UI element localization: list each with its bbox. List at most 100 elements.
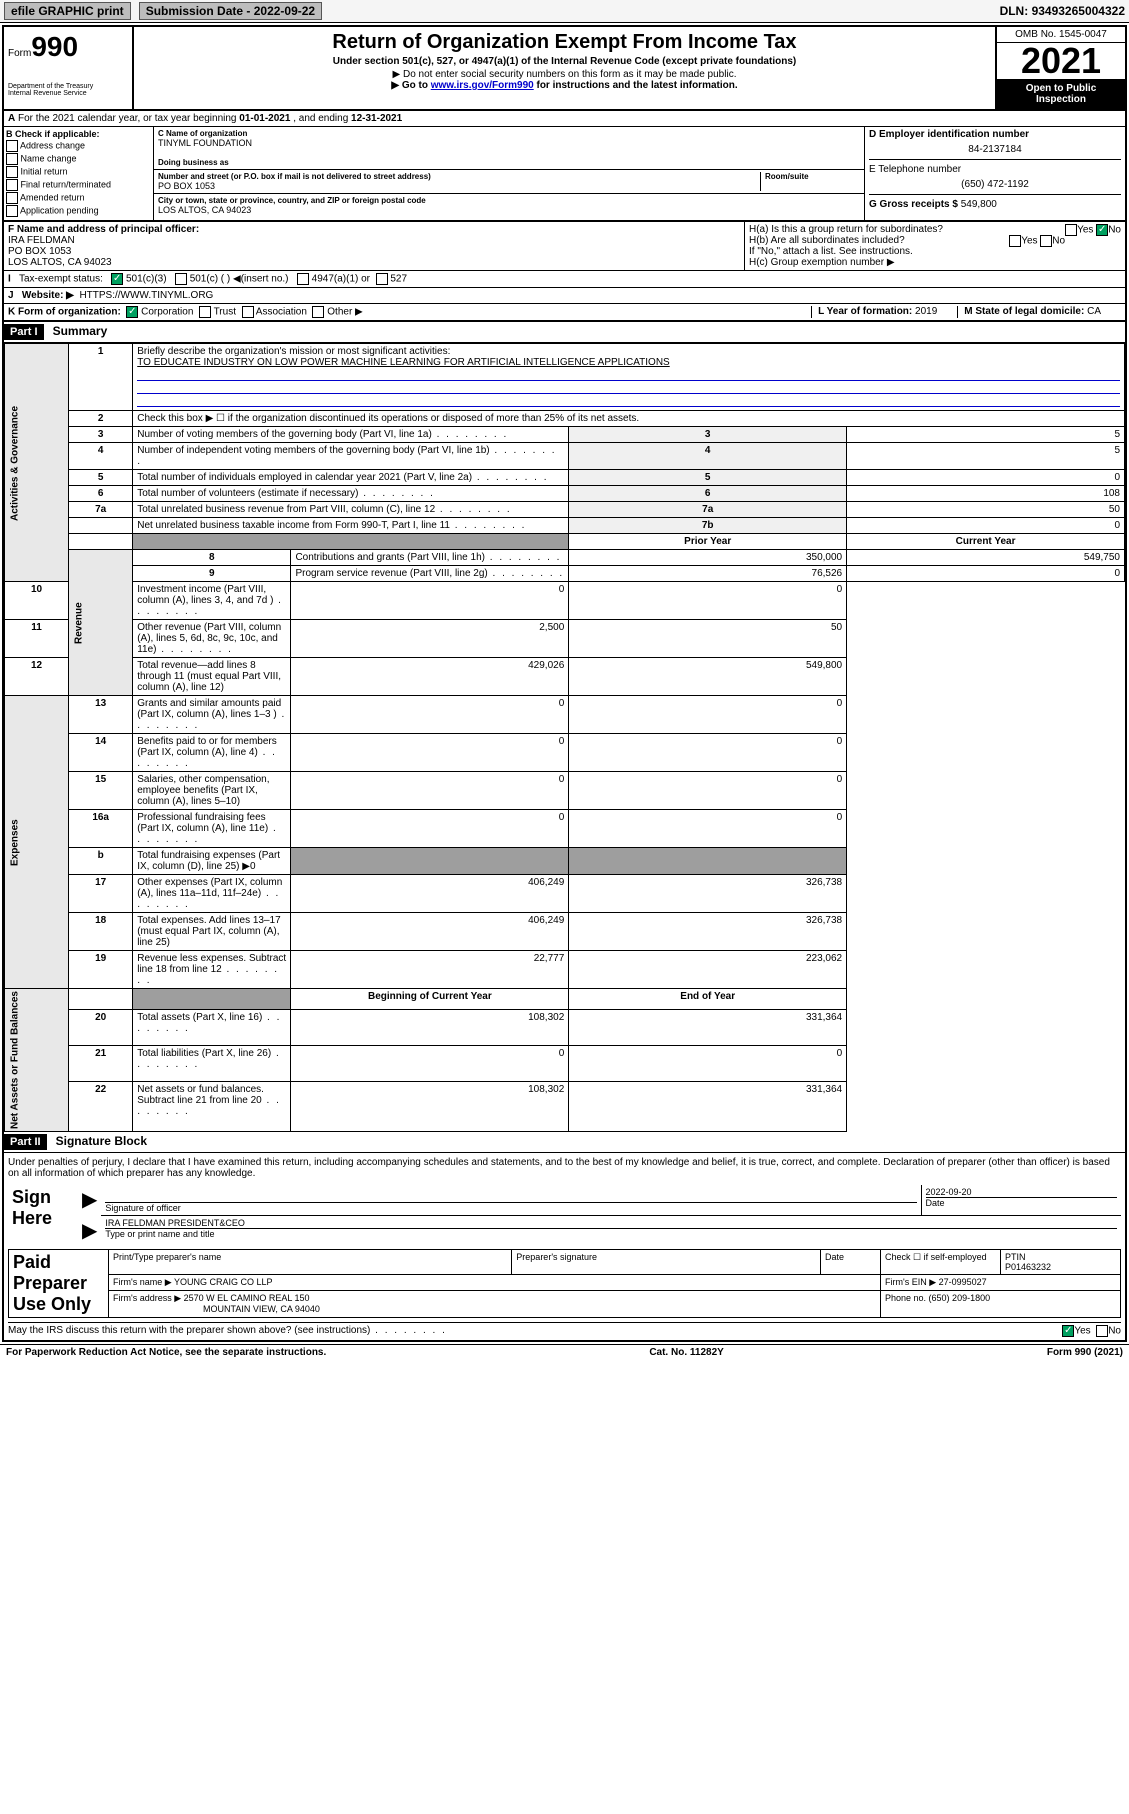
line-num: 11 (5, 620, 69, 658)
py-val: 350,000 (569, 550, 847, 566)
py-val: 76,526 (569, 566, 847, 582)
row-k: K Form of organization: Corporation Trus… (4, 304, 1125, 322)
py-val: 22,777 (291, 951, 569, 989)
box-num: 5 (569, 470, 847, 486)
cy-val: 326,738 (569, 913, 847, 951)
ein-label: D Employer identification number (869, 129, 1029, 140)
cy-header: Current Year (847, 534, 1125, 550)
phone-value: (650) 472-1192 (869, 179, 1121, 190)
line-desc: Total liabilities (Part X, line 26) (133, 1045, 291, 1081)
header-center: Return of Organization Exempt From Incom… (134, 27, 995, 109)
cy-val: 331,364 (569, 1081, 847, 1131)
chk-app-pending[interactable]: Application pending (6, 205, 151, 217)
org-city: LOS ALTOS, CA 94023 (158, 205, 860, 215)
firm-name: YOUNG CRAIG CO LLP (174, 1277, 273, 1287)
mission-text: TO EDUCATE INDUSTRY ON LOW POWER MACHINE… (137, 357, 670, 368)
chk-final-return[interactable]: Final return/terminated (6, 179, 151, 191)
line-desc: Revenue less expenses. Subtract line 18 … (133, 951, 291, 989)
goto-prefix: ▶ Go to (391, 80, 430, 91)
col-d: D Employer identification number 84-2137… (865, 127, 1125, 220)
cy-val: 0 (569, 1045, 847, 1081)
chk-address-change[interactable]: Address change (6, 140, 151, 152)
line-desc: Contributions and grants (Part VIII, lin… (291, 550, 569, 566)
firm-addr2: MOUNTAIN VIEW, CA 94040 (203, 1304, 320, 1314)
goto-link[interactable]: www.irs.gov/Form990 (431, 80, 534, 91)
chk-assoc[interactable] (242, 306, 254, 318)
arrow-icon: ▶ (78, 1216, 101, 1245)
chk-501c3[interactable] (111, 273, 123, 285)
line-num: 22 (69, 1081, 133, 1131)
chk-501c[interactable] (175, 273, 187, 285)
submission-button[interactable]: Submission Date - 2022-09-22 (139, 2, 322, 20)
py-val: 108,302 (291, 1081, 569, 1131)
chk-label: Final return/terminated (21, 179, 112, 189)
cy-val: 223,062 (569, 951, 847, 989)
line-num: 12 (5, 658, 69, 696)
penalty-text: Under penalties of perjury, I declare th… (8, 1157, 1121, 1179)
opt-corp: Corporation (141, 307, 193, 318)
row-a-text: For the 2021 calendar year, or tax year … (18, 113, 239, 124)
cy-val: 0 (569, 734, 847, 772)
opt-assoc: Association (256, 307, 307, 318)
line-num: 7a (69, 502, 133, 518)
line-desc: Total assets (Part X, line 16) (133, 1010, 291, 1046)
no-label: No (1108, 225, 1121, 236)
chk-initial-return[interactable]: Initial return (6, 166, 151, 178)
officer-label: F Name and address of principal officer: (8, 224, 199, 235)
discuss-no[interactable] (1096, 1325, 1108, 1337)
row-k-label: K Form of organization: (8, 307, 121, 318)
prep-sig-label: Preparer's signature (512, 1249, 821, 1274)
chk-4947[interactable] (297, 273, 309, 285)
website-url: HTTPS://WWW.TINYML.ORG (79, 290, 213, 301)
line-num: 19 (69, 951, 133, 989)
dept-treasury: Department of the Treasury Internal Reve… (8, 83, 128, 97)
chk-527[interactable] (376, 273, 388, 285)
line-val: 50 (847, 502, 1125, 518)
org-address: PO BOX 1053 (158, 181, 760, 191)
opt-527: 527 (390, 274, 407, 285)
grey-cell (569, 848, 847, 875)
line-val: 5 (847, 443, 1125, 470)
chk-label: Initial return (21, 166, 68, 176)
line-1: Briefly describe the organization's miss… (133, 344, 1125, 411)
officer-box: F Name and address of principal officer:… (4, 222, 745, 270)
cy-val: 50 (569, 620, 847, 658)
line-desc: Other expenses (Part IX, column (A), lin… (133, 875, 291, 913)
sig-officer-label: Signature of officer (105, 1203, 180, 1213)
col-b-label: B Check if applicable: (6, 129, 100, 139)
line-2: Check this box ▶ ☐ if the organization d… (133, 411, 1125, 427)
tax-status-label: Tax-exempt status: (19, 274, 103, 285)
line-desc: Net unrelated business taxable income fr… (133, 518, 569, 534)
org-name-row: C Name of organization TINYML FOUNDATION… (154, 127, 864, 170)
line-desc: Other revenue (Part VIII, column (A), li… (133, 620, 291, 658)
chk-name-change[interactable]: Name change (6, 153, 151, 165)
opt-4947: 4947(a)(1) or (312, 274, 370, 285)
line-desc: Total fundraising expenses (Part IX, col… (133, 848, 291, 875)
firm-addr-label: Firm's address ▶ (113, 1293, 184, 1303)
line-num (69, 518, 133, 534)
line-desc: Investment income (Part VIII, column (A)… (133, 582, 291, 620)
open-inspection: Open to Public Inspection (997, 79, 1125, 109)
line-num: 3 (69, 427, 133, 443)
line-val: 108 (847, 486, 1125, 502)
py-val: 2,500 (291, 620, 569, 658)
chk-amended[interactable]: Amended return (6, 192, 151, 204)
prep-name-label: Print/Type preparer's name (109, 1249, 512, 1274)
chk-other[interactable] (312, 306, 324, 318)
self-employed-check[interactable]: Check ☐ if self-employed (881, 1249, 1001, 1274)
discuss-yes[interactable] (1062, 1325, 1074, 1337)
sig-date: 2022-09-20 (926, 1187, 1118, 1197)
efile-button[interactable]: efile GRAPHIC print (4, 2, 131, 20)
footer-left: For Paperwork Reduction Act Notice, see … (6, 1347, 326, 1358)
city-row: City or town, state or province, country… (154, 194, 864, 217)
goto-suffix: for instructions and the latest informat… (534, 80, 738, 91)
chk-label: Application pending (20, 205, 99, 215)
chk-trust[interactable] (199, 306, 211, 318)
section-bcd: B Check if applicable: Address change Na… (4, 127, 1125, 222)
ptin-value: P01463232 (1005, 1262, 1051, 1272)
vlabel-expenses: Expenses (5, 696, 69, 989)
form-id-box: Form990 Department of the Treasury Inter… (4, 27, 134, 109)
org-name-label: C Name of organization (158, 129, 860, 138)
chk-corp[interactable] (126, 306, 138, 318)
ptin-label: PTIN (1005, 1252, 1026, 1262)
